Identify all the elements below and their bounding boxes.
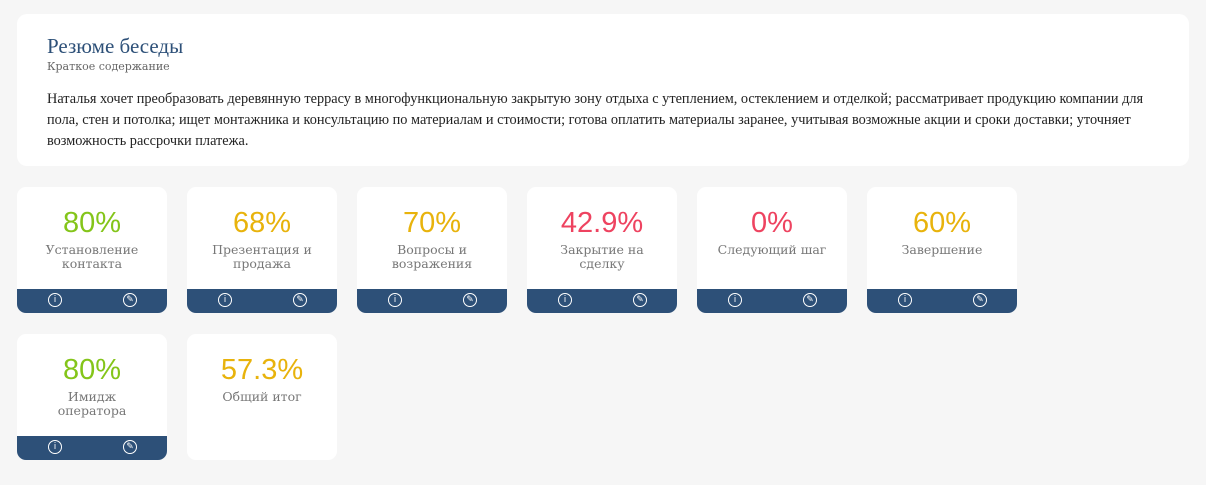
card-actions: i ✎ [697, 289, 847, 313]
score-label: Закрытие на сделку [560, 242, 644, 271]
edit-button[interactable]: ✎ [293, 293, 307, 307]
score-label: Общий итог [222, 389, 302, 404]
summary-text: Наталья хочет преобразовать деревянную т… [47, 91, 1144, 149]
score-value: 60% [912, 207, 972, 239]
info-button[interactable]: i [48, 440, 62, 454]
score-card: 0% Следующий шаг i ✎ [697, 187, 847, 313]
score-value: 80% [62, 354, 122, 386]
score-label: Презентация и продажа [212, 242, 312, 271]
score-card: 80% Установление контакта i ✎ [17, 187, 167, 313]
score-card: 80% Имидж оператора i ✎ [17, 334, 167, 460]
info-button[interactable]: i [388, 293, 402, 307]
score-value: 57.3% [220, 354, 304, 386]
edit-button[interactable]: ✎ [633, 293, 647, 307]
info-button[interactable]: i [898, 293, 912, 307]
edit-button[interactable]: ✎ [463, 293, 477, 307]
edit-button[interactable]: ✎ [123, 440, 137, 454]
edit-button[interactable]: ✎ [973, 293, 987, 307]
summary-title: Резюме беседы [47, 34, 184, 58]
card-actions: i ✎ [867, 289, 1017, 313]
card-actions: i ✎ [17, 289, 167, 313]
score-label: Следующий шаг [717, 242, 827, 257]
score-value: 68% [232, 207, 292, 239]
card-actions: i ✎ [527, 289, 677, 313]
edit-button[interactable]: ✎ [123, 293, 137, 307]
score-label: Завершение [901, 242, 983, 257]
info-button[interactable]: i [728, 293, 742, 307]
score-card: 60% Завершение i ✎ [867, 187, 1017, 313]
summary-card: Резюме беседы Краткое содержание Наталья… [17, 14, 1189, 166]
card-actions: i ✎ [357, 289, 507, 313]
score-card: 42.9% Закрытие на сделку i ✎ [527, 187, 677, 313]
edit-button[interactable]: ✎ [803, 293, 817, 307]
score-card: 70% Вопросы и возражения i ✎ [357, 187, 507, 313]
score-value: 0% [751, 207, 793, 239]
score-card: 57.3% Общий итог [187, 334, 337, 460]
summary-subtitle: Краткое содержание [47, 60, 170, 73]
info-button[interactable]: i [48, 293, 62, 307]
info-button[interactable]: i [218, 293, 232, 307]
score-value: 70% [402, 207, 462, 239]
score-grid: 80% Установление контакта i ✎ 68% Презентация… [17, 187, 1037, 460]
card-actions: i ✎ [187, 289, 337, 313]
score-value: 80% [62, 207, 122, 239]
score-label: Установление контакта [45, 242, 139, 271]
score-value: 42.9% [560, 207, 644, 239]
score-label: Имидж оператора [57, 389, 127, 418]
score-card: 68% Презентация и продажа i ✎ [187, 187, 337, 313]
score-label: Вопросы и возражения [391, 242, 473, 271]
info-button[interactable]: i [558, 293, 572, 307]
card-actions: i ✎ [17, 436, 167, 460]
